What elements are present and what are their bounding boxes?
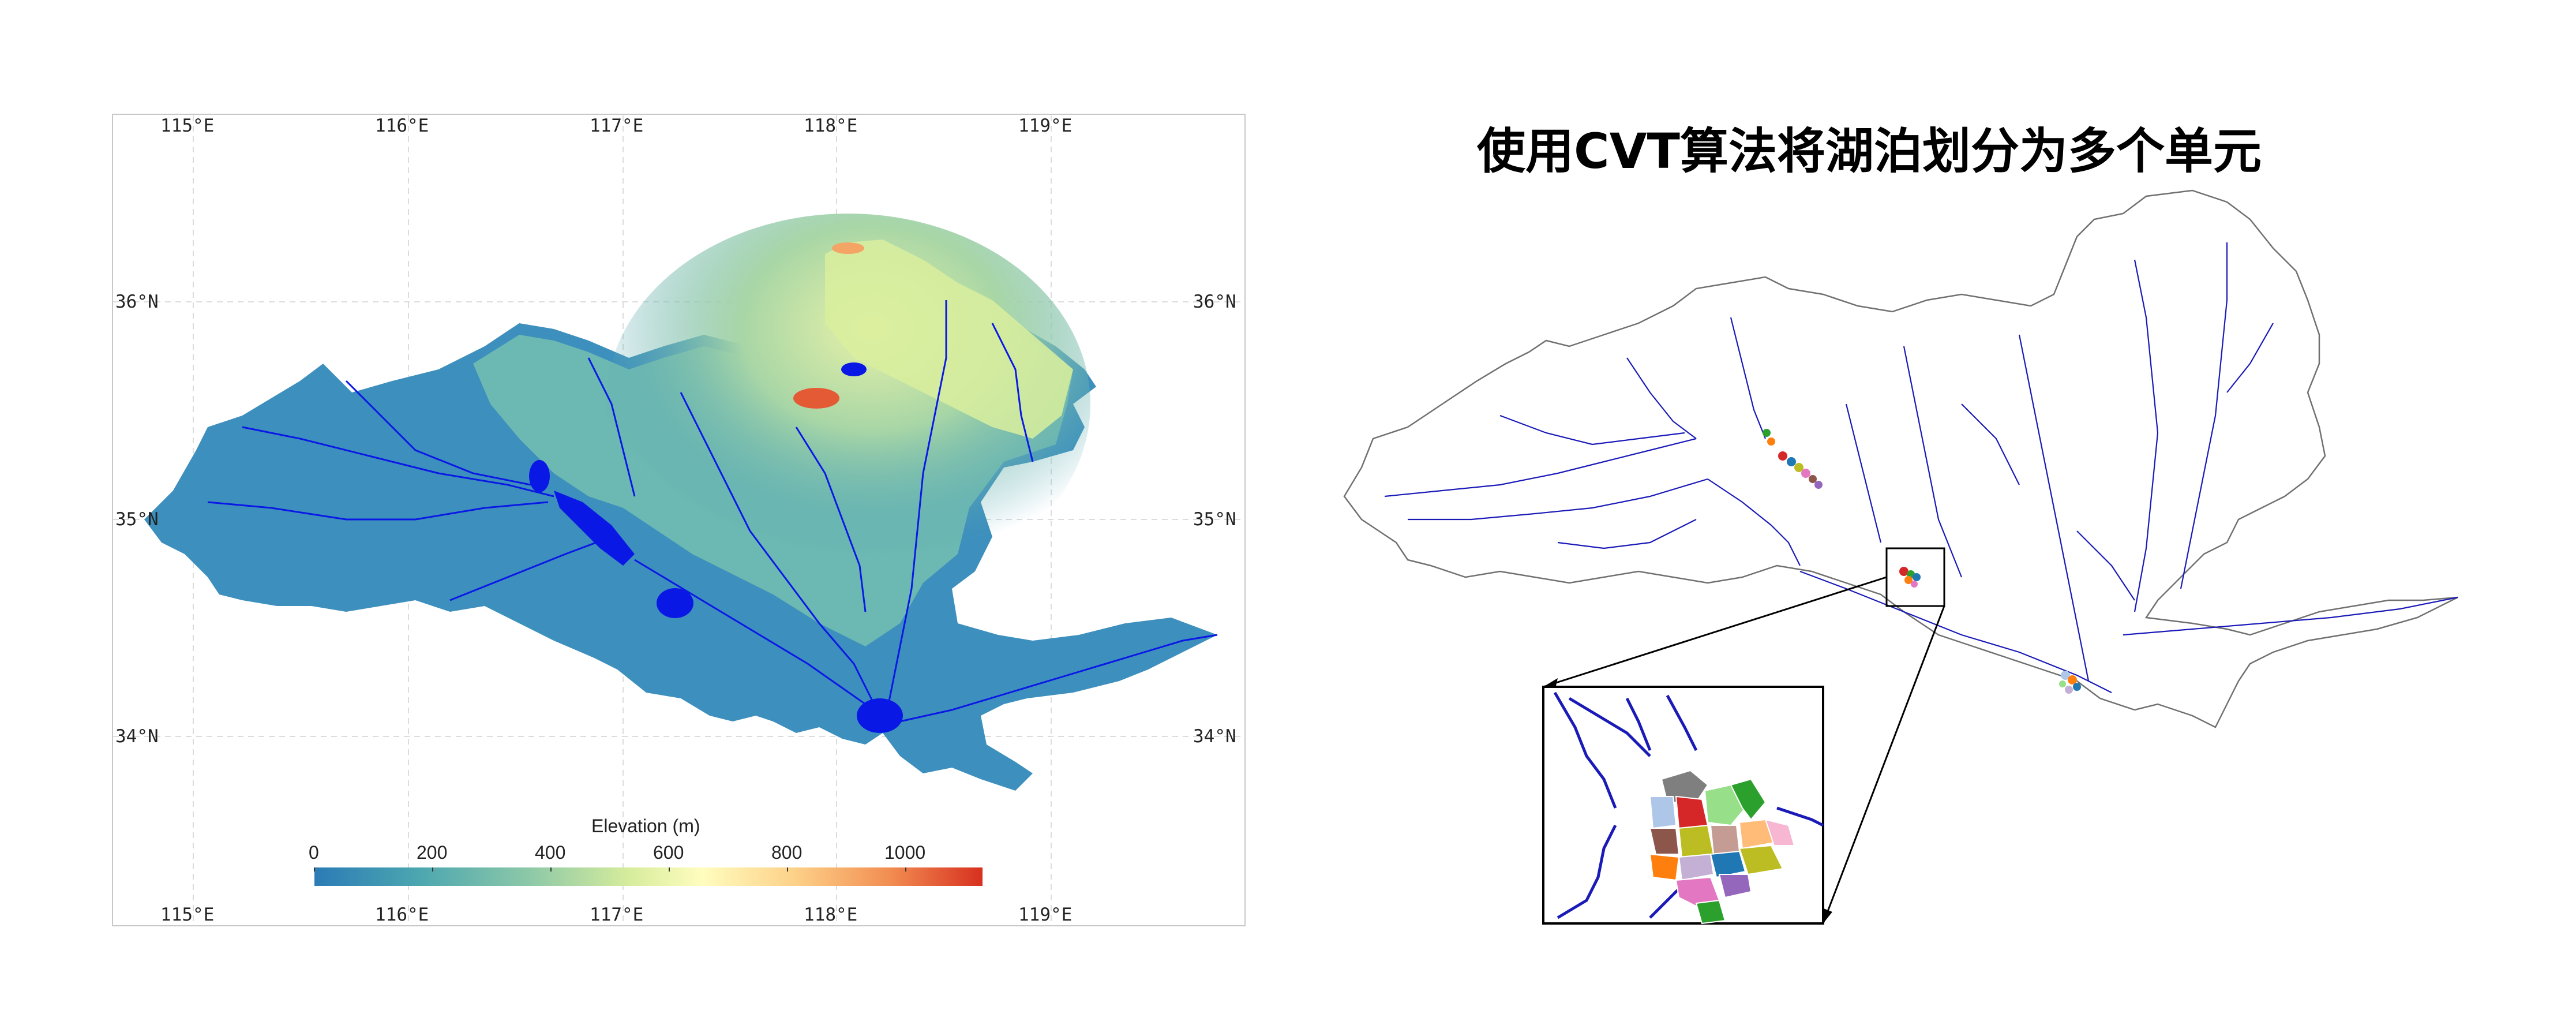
colorbar-tick-label: 600 [653,842,684,863]
colorbar-tick-label: 400 [535,842,566,863]
cvt-basin-map [1343,189,2458,925]
colorbar-ticks [314,867,906,872]
colorbar-tick-label: 800 [771,842,803,863]
colorbar [314,867,983,886]
lat-label-left: 36°N [115,291,159,312]
lon-label-bottom: 119°E [1018,904,1073,925]
lake-dongping [657,588,693,618]
lake-nansi [554,491,635,566]
lon-label-bottom: 118°E [804,904,858,925]
elevation-map [113,115,1244,923]
basin-elevation [144,214,1217,791]
lon-label-top: 115°E [160,115,215,136]
lat-label-right: 36°N [1193,291,1236,312]
mountain-peak [793,388,839,409]
lon-label-bottom: 115°E [160,904,215,925]
colorbar-title: Elevation (m) [591,816,700,836]
colorbar-tick-label: 1000 [884,842,926,863]
zoom-connector [1822,605,1945,924]
colorbar-tick-label: 0 [309,842,319,863]
lon-label-bottom: 117°E [590,904,644,925]
inset-cvt-cells [1649,769,1795,925]
lat-label-left: 35°N [115,509,159,530]
cvt-cells-main [1763,429,2081,694]
lake-luoma [857,698,903,733]
water-bodies [529,362,903,733]
lon-label-top: 119°E [1018,115,1073,136]
lake-weishan [529,460,550,492]
reservoir [841,362,867,376]
colorbar-tick-label: 200 [417,842,448,863]
river-network [207,300,1218,723]
cvt-title: 使用CVT算法将湖泊划分为多个单元 [1477,123,2262,179]
lon-label-top: 116°E [375,115,429,136]
lon-label-bottom: 116°E [375,904,429,925]
mountain-peak-2 [832,242,864,254]
northern-upland [825,240,1073,439]
lon-label-top: 118°E [804,115,858,136]
lon-label-top: 117°E [590,115,644,136]
cvt-river-network [1384,242,2458,693]
lat-label-right: 35°N [1193,509,1236,530]
basin-outline [1343,189,2458,728]
lat-label-left: 34°N [115,726,159,747]
zoom-connector [1543,576,1887,688]
lat-label-right: 34°N [1193,726,1236,747]
